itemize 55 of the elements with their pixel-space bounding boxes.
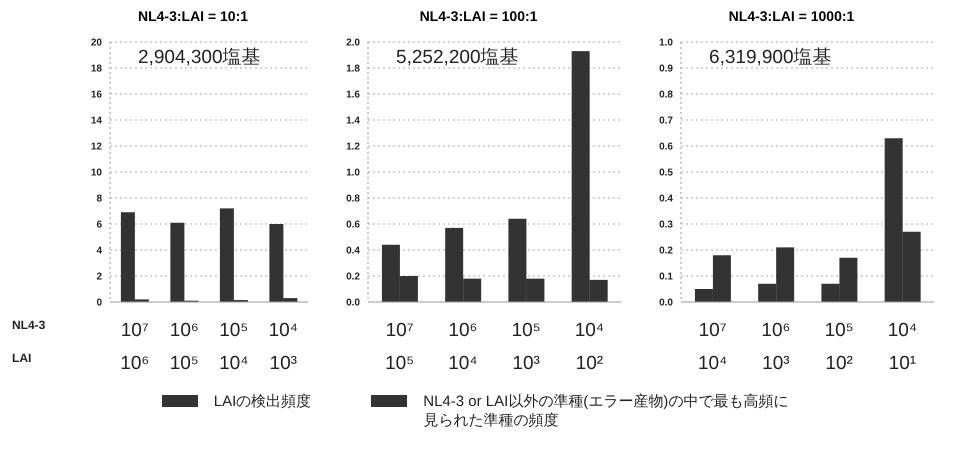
y-tick-label: 0.0 [346,298,360,309]
y-tick-label: 0.6 [346,220,360,231]
x-tick-label: 10⁵ 10³ [512,320,541,374]
x-tick-label: 10⁶ 10³ [761,320,790,374]
text: NL4-3 [12,318,46,332]
y-tick-label: 0 [96,298,102,309]
y-tick-label: 0.3 [659,220,674,231]
x-tick-label: 10⁵ 10² [824,320,854,374]
y-tick-label: 6 [96,220,102,231]
y-tick-label: 0.8 [346,194,360,205]
y-tick-label: 0.6 [659,142,674,153]
y-tick-label: 2.0 [346,38,360,49]
x-tick-label: 10⁷ 10⁵ [385,320,414,374]
y-tick-label: 0.8 [659,90,674,101]
y-tick-label: 10 [90,168,102,179]
x-tick-label: 10⁵ 10⁴ [219,320,248,374]
y-tick-label: 12 [90,142,102,153]
x-tick-label: 10⁶ 10⁵ [170,320,199,374]
y-tick-label: 1.0 [346,168,360,179]
y-tick-label: 16 [90,90,102,101]
y-tick-label: 0.1 [659,272,674,283]
y-tick-label: 0.2 [659,246,674,257]
y-tick-label: 1.4 [346,116,360,127]
y-tick-label: 8 [96,194,102,205]
y-tick-label: 0.4 [346,246,360,257]
y-tick-label: 20 [90,38,102,49]
y-tick-label: 0.5 [659,168,674,179]
legend-label: NL4-3 or LAI以外の準種(エラー産物)の中で最も高頻に見られた準種の頻度 [423,392,790,430]
x-tick-label: 10⁷ 10⁴ [698,320,728,374]
legend-label: LAIの検出頻度 [214,392,312,411]
chart-title: NL4-3:LAI = 100:1 [418,8,538,26]
x-tick-label: 10⁴ 10² [574,320,604,374]
x-tick-label: 10⁶ 10⁴ [448,320,478,374]
y-tick-label: 2 [96,272,102,283]
chart-title: NL4-3:LAI = 1000:1 [728,8,856,26]
x-tick-label: 10⁷ 10⁶ [120,320,150,374]
annotation: 6,319,900塩基 [709,46,832,70]
y-tick-label: 0.7 [659,116,674,127]
y-tick-label: 1.6 [346,90,360,101]
y-tick-label: 14 [90,116,102,127]
chart-title: NL4-3:LAI = 10:1 [136,8,250,26]
y-tick-label: 1.0 [659,38,674,49]
x-tick-label: 10⁴ 10¹ [888,320,918,374]
y-tick-label: 1.8 [346,64,360,75]
annotation: 2,904,300塩基 [138,46,261,70]
x-tick-label: 10⁴ 10³ [268,320,298,374]
y-tick-label: 0.9 [659,64,674,75]
y-tick-label: 1.2 [346,142,360,153]
y-tick-label: 0.2 [346,272,360,283]
annotation: 5,252,200塩基 [396,46,519,70]
y-tick-label: 0.4 [659,194,674,205]
y-tick-label: 18 [90,64,102,75]
y-tick-label: 4 [96,246,102,257]
y-tick-label: 0.0 [659,298,674,309]
text: LAI [12,351,32,365]
